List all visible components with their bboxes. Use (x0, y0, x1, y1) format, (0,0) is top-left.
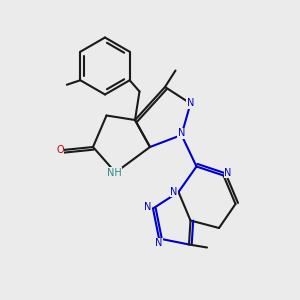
Text: N: N (224, 167, 232, 178)
Text: N: N (144, 202, 151, 212)
Text: N: N (170, 187, 178, 197)
Text: NH: NH (106, 167, 122, 178)
Text: N: N (178, 128, 185, 139)
Text: O: O (56, 145, 64, 155)
Text: N: N (155, 238, 163, 248)
Text: N: N (187, 98, 194, 109)
